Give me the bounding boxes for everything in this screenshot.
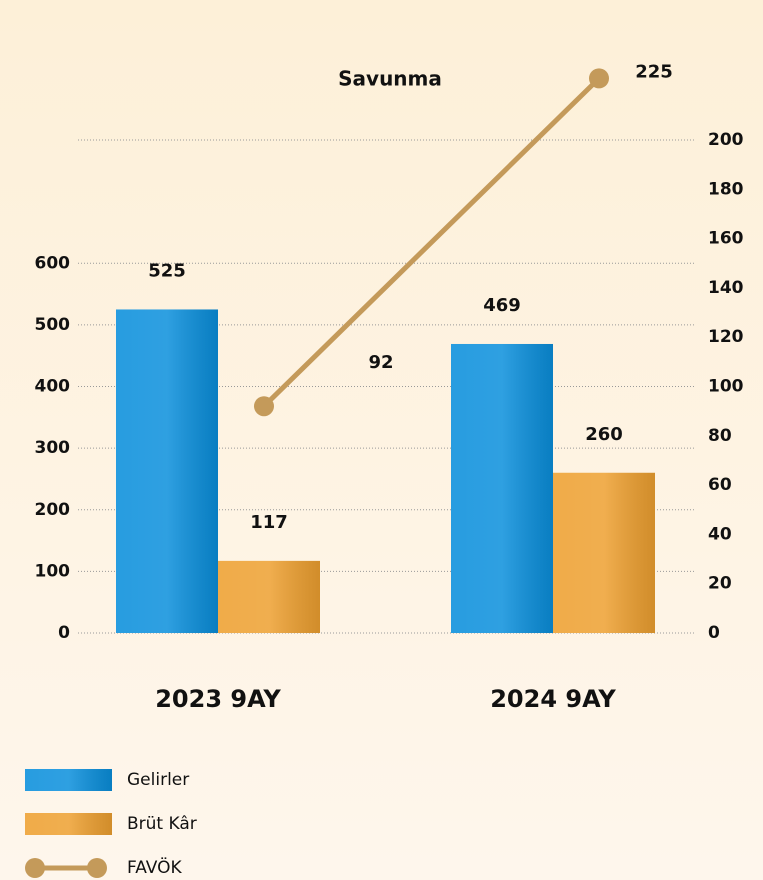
y2-tick-label: 200 — [708, 130, 744, 150]
legend-shade — [25, 769, 112, 791]
y2-tick-label: 100 — [708, 377, 744, 397]
legend: Gelirler Brüt Kâr FAVÖK — [25, 769, 197, 878]
y-tick-label: 500 — [35, 315, 71, 335]
line — [262, 76, 601, 409]
y2-tick-label: 120 — [708, 327, 744, 347]
y2-tick-label: 60 — [708, 475, 732, 495]
y-tick-label: 100 — [35, 561, 71, 581]
y2-tick-label: 180 — [708, 179, 744, 199]
legend-label: Gelirler — [127, 770, 189, 790]
legend-label: Brüt Kâr — [127, 814, 197, 834]
value-label: 260 — [585, 424, 623, 445]
legend-dot — [87, 858, 107, 878]
y-tick-label: 600 — [35, 253, 71, 273]
legend-dot — [25, 858, 45, 878]
value-label: 525 — [148, 260, 186, 281]
y-tick-label: 300 — [35, 438, 71, 458]
legend-label: FAVÖK — [127, 856, 182, 878]
chart-title: Savunma — [338, 67, 442, 91]
y2-tick-label: 40 — [708, 524, 732, 544]
value-label: 117 — [250, 512, 288, 533]
x-tick-label: 2024 9AY — [490, 685, 616, 713]
y-tick-label: 400 — [35, 377, 71, 397]
bar-shade — [116, 309, 218, 633]
bar-shade — [451, 343, 553, 633]
bar-shade — [218, 560, 320, 633]
value-label: 92 — [368, 352, 393, 373]
y2-tick-label: 20 — [708, 574, 732, 594]
y2-tick-label: 80 — [708, 426, 732, 446]
bar-shade — [553, 472, 655, 633]
value-label: 469 — [483, 295, 521, 316]
y-tick-label: 0 — [58, 623, 70, 643]
y-tick-label: 200 — [35, 500, 71, 520]
plot: 0 100 200 300 400 500 600 0 20 40 60 80 100 120 140 160… — [35, 61, 744, 713]
line-point — [254, 396, 274, 417]
y2-tick-label: 140 — [708, 278, 744, 298]
line-point — [589, 68, 609, 89]
y2-tick-label: 160 — [708, 229, 744, 249]
legend-shade — [25, 813, 112, 835]
value-label: 225 — [635, 61, 673, 82]
x-tick-label: 2023 9AY — [155, 685, 281, 713]
y2-tick-label: 0 — [708, 623, 720, 643]
